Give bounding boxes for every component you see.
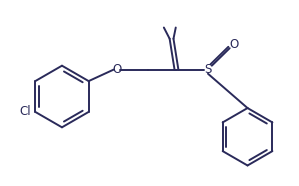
- Text: Cl: Cl: [19, 105, 31, 118]
- Text: O: O: [112, 63, 122, 76]
- Text: S: S: [204, 63, 212, 76]
- Text: O: O: [230, 38, 239, 51]
